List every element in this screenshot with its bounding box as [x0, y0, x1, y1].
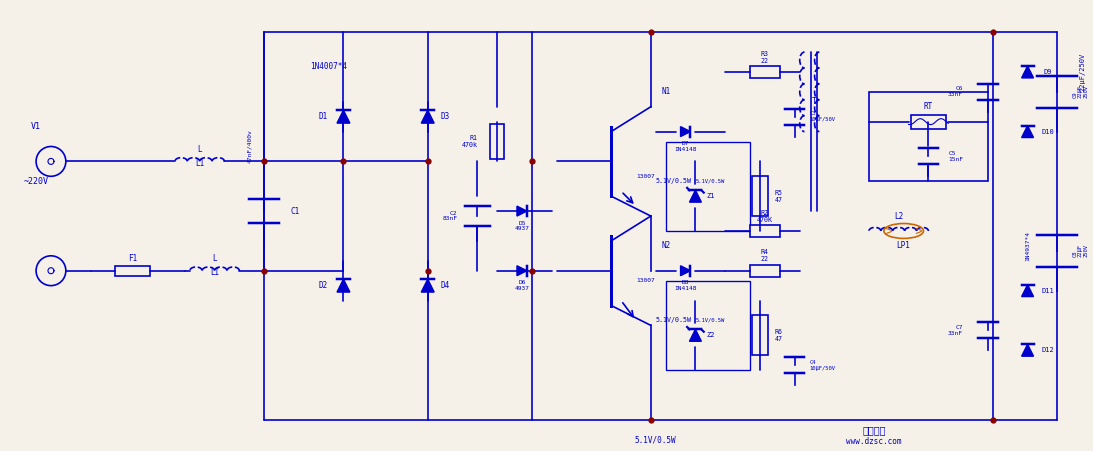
Polygon shape: [517, 206, 527, 216]
Text: 5.1V/0.5W: 5.1V/0.5W: [695, 318, 725, 323]
Text: T: T: [812, 97, 816, 106]
Text: 1N4007*4: 1N4007*4: [310, 63, 348, 71]
Polygon shape: [337, 279, 350, 292]
Bar: [490, 124, 504, 159]
Text: L: L: [212, 254, 216, 263]
Polygon shape: [681, 127, 691, 137]
Bar: [869, 92, 988, 181]
Text: D10: D10: [1041, 129, 1054, 134]
Text: D7
IN4148: D7 IN4148: [674, 141, 696, 152]
Polygon shape: [1022, 285, 1034, 297]
Text: 22μF/250V: 22μF/250V: [1079, 53, 1085, 91]
Text: R2
470K: R2 470K: [756, 210, 773, 222]
Text: N1: N1: [661, 87, 670, 97]
Polygon shape: [337, 110, 350, 123]
Text: ~220V: ~220V: [24, 177, 48, 186]
Text: D12: D12: [1041, 347, 1054, 353]
Text: Z2: Z2: [706, 332, 715, 338]
Text: www.dzsc.com: www.dzsc.com: [846, 437, 902, 446]
Text: D3: D3: [440, 112, 450, 121]
Text: N2: N2: [661, 241, 670, 250]
Polygon shape: [421, 110, 434, 123]
Bar: [666, 142, 750, 231]
Text: 5.1V/0.5W: 5.1V/0.5W: [635, 435, 677, 444]
Text: D1: D1: [319, 112, 328, 121]
Polygon shape: [690, 329, 702, 341]
Text: 1N4937*4: 1N4937*4: [1025, 231, 1030, 261]
Text: 5.1V/0.5W: 5.1V/0.5W: [656, 318, 692, 323]
Text: 维库一下: 维库一下: [862, 425, 885, 435]
Text: D5
4937: D5 4937: [515, 221, 529, 231]
Bar: [750, 265, 779, 276]
Text: D11: D11: [1041, 288, 1054, 294]
Text: RT: RT: [924, 102, 933, 111]
Bar: [752, 315, 767, 355]
Polygon shape: [1022, 126, 1034, 138]
Polygon shape: [681, 266, 691, 276]
Text: R6
47: R6 47: [775, 329, 783, 342]
Text: D9: D9: [1043, 69, 1051, 75]
Text: C1: C1: [291, 207, 301, 216]
Text: C4
10μF/50V: C4 10μF/50V: [810, 360, 835, 371]
Text: V1: V1: [31, 122, 42, 131]
Text: L1: L1: [195, 159, 204, 168]
Text: D6
4937: D6 4937: [515, 280, 529, 291]
Bar: [752, 176, 767, 216]
Text: 47nF/400v: 47nF/400v: [247, 129, 251, 163]
Bar: [750, 225, 779, 237]
Bar: [666, 281, 750, 370]
Text: Z1: Z1: [706, 193, 715, 199]
Text: C5
15nF: C5 15nF: [949, 151, 963, 162]
Bar: [912, 115, 945, 129]
Text: D4: D4: [440, 281, 450, 290]
Text: D2: D2: [319, 281, 328, 290]
Bar: [750, 66, 779, 78]
Text: F1: F1: [128, 254, 137, 263]
Text: D8
IN4148: D8 IN4148: [674, 280, 696, 291]
Text: C2
83nF: C2 83nF: [443, 211, 458, 221]
Text: R3
22: R3 22: [761, 51, 768, 64]
Text: 13007: 13007: [636, 278, 655, 283]
Polygon shape: [421, 279, 434, 292]
Text: R4
22: R4 22: [761, 249, 768, 262]
Text: 5.1V/0.5W: 5.1V/0.5W: [656, 178, 692, 184]
Text: R5
47: R5 47: [775, 190, 783, 202]
Text: C3
10μF/50V: C3 10μF/50V: [810, 111, 835, 122]
Polygon shape: [1022, 344, 1034, 356]
Polygon shape: [517, 266, 527, 276]
Text: C6
33nF: C6 33nF: [948, 87, 963, 97]
Bar: [116, 266, 150, 276]
Polygon shape: [1022, 66, 1034, 78]
Text: R1
470k: R1 470k: [461, 135, 478, 148]
Text: C9
22μF
250V: C9 22μF 250V: [1072, 85, 1089, 98]
Text: C7
33nF: C7 33nF: [948, 325, 963, 336]
Text: 13007: 13007: [636, 174, 655, 179]
Text: 5.1V/0.5W: 5.1V/0.5W: [695, 179, 725, 184]
Text: LP1: LP1: [896, 241, 910, 250]
Text: L: L: [198, 145, 202, 154]
Text: LI: LI: [210, 268, 220, 277]
Text: C8
22μF
250V: C8 22μF 250V: [1072, 244, 1089, 258]
Polygon shape: [690, 190, 702, 202]
Text: L2: L2: [894, 212, 903, 221]
